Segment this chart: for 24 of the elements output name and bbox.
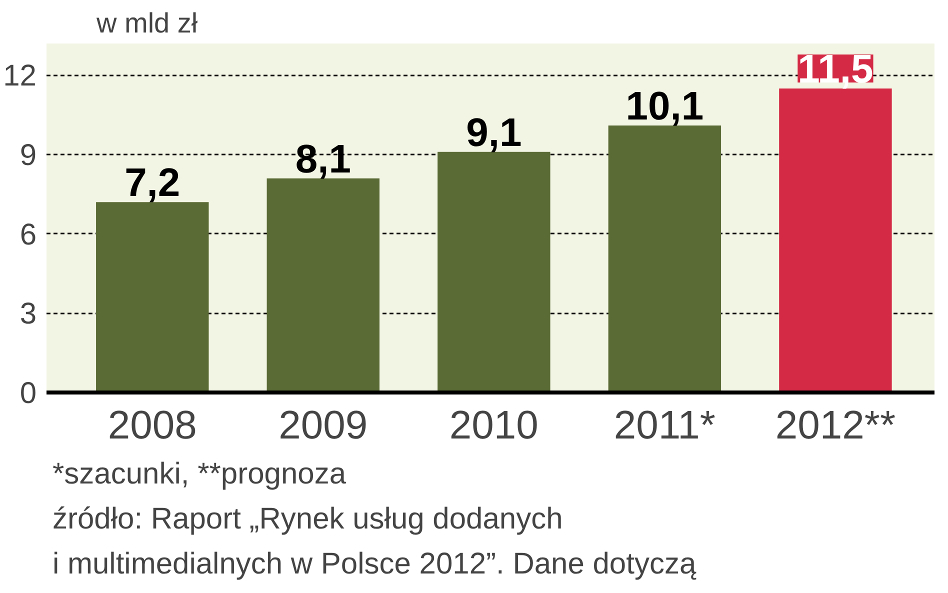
data-label: 10,1 [626, 84, 704, 128]
bar [779, 88, 892, 392]
data-label: 11,5 [798, 47, 874, 92]
y-tick-label: 3 [20, 298, 37, 331]
x-tick-label: 2011* [614, 404, 716, 448]
x-tick-label: 2012** [775, 404, 896, 448]
bar [608, 125, 722, 392]
text: i multimedialnych w Polsce 2012”. Dane dotyczą [52, 548, 696, 580]
chart-title: w mld zł [96, 8, 198, 38]
x-tick-label: 2009 [278, 404, 368, 448]
bar [266, 178, 380, 392]
text: *szacunki, **prognoza [52, 458, 346, 490]
y-tick-label: 9 [20, 139, 37, 172]
x-tick-label: 2008 [108, 404, 197, 448]
y-tick-label: 0 [20, 377, 37, 410]
data-label: 7,2 [124, 161, 180, 206]
x-tick-label: 2010 [449, 404, 538, 448]
data-label: 8,1 [295, 137, 351, 182]
bar [438, 152, 550, 392]
y-tick-label: 6 [20, 218, 37, 252]
data-label: 9,1 [466, 110, 522, 155]
bar [96, 202, 209, 392]
text: źródło: Raport „Rynek usług dodanych [52, 502, 563, 536]
y-tick-label: 12 [3, 60, 37, 93]
